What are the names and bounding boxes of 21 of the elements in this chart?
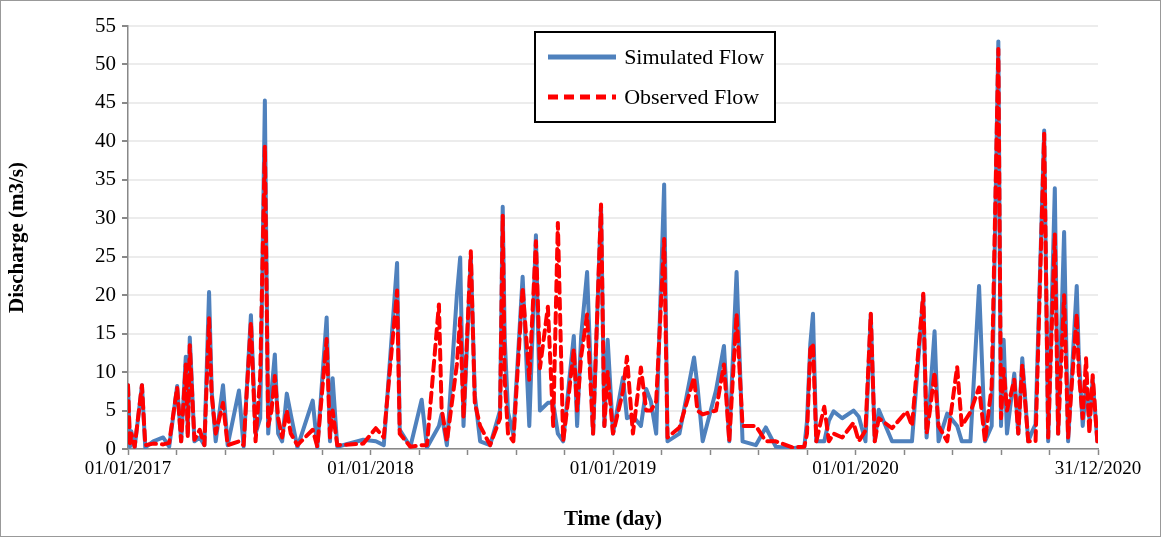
x-tick-label: 01/01/2020 (812, 457, 899, 479)
y-tick-label: 30 (95, 204, 116, 229)
x-axis-title: Time (day) (563, 505, 663, 530)
y-tick-label: 35 (95, 166, 116, 191)
y-tick-label: 40 (95, 127, 116, 152)
y-tick-label: 15 (95, 320, 116, 345)
y-tick-label: 0 (105, 435, 116, 460)
y-tick-label: 55 (95, 12, 116, 37)
x-tick-label: 01/01/2018 (327, 457, 414, 479)
y-tick-label: 10 (95, 358, 116, 383)
legend-label: Observed Flow (624, 84, 760, 110)
y-axis-title: Discharge (m3/s) (4, 161, 29, 314)
y-tick-label: 50 (95, 50, 116, 75)
y-tick-label: 5 (105, 397, 116, 422)
x-tick-label: 01/01/2017 (84, 457, 172, 479)
x-tick-label: 31/12/2020 (1054, 457, 1142, 479)
y-tick-label: 45 (95, 89, 116, 114)
y-tick-label: 20 (95, 281, 116, 306)
x-tick-label: 01/01/2019 (569, 457, 657, 479)
legend-label: Simulated Flow (624, 44, 765, 70)
y-tick-label: 25 (95, 243, 116, 268)
